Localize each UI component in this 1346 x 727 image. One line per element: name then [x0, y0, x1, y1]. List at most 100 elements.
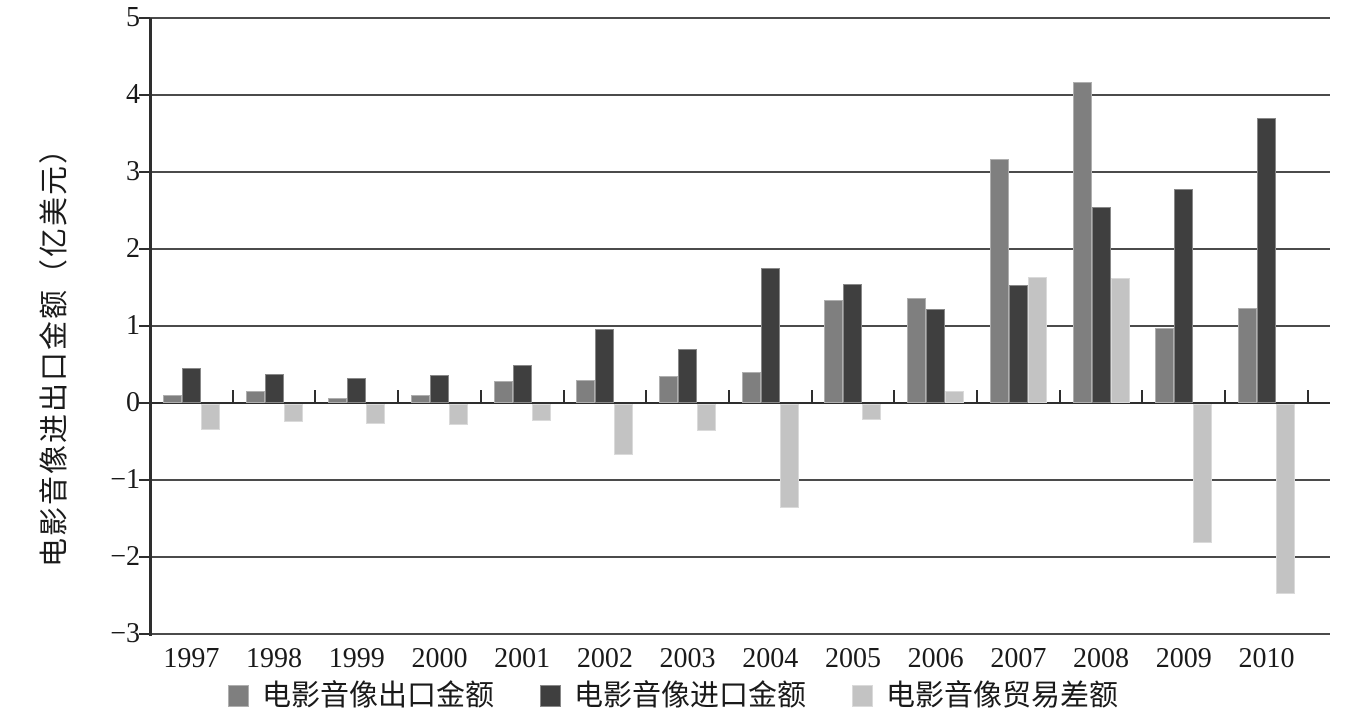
x-axis-tick — [1224, 390, 1227, 404]
zero-gridline — [150, 402, 1330, 404]
legend: 电影音像出口金额 电影音像进口金额 电影音像贸易差额 — [0, 681, 1346, 710]
y-axis-line — [149, 18, 152, 636]
y-tick — [139, 17, 150, 19]
bar-import-2010 — [1256, 118, 1276, 403]
x-tick-label-2002: 2002 — [576, 643, 633, 674]
legend-item-export: 电影音像出口金额 — [227, 678, 494, 712]
bar-import-1998 — [264, 373, 284, 403]
y-tick-label: −2 — [110, 541, 140, 572]
x-tick-label-2006: 2006 — [907, 643, 964, 674]
legend-label-import: 电影音像进口金额 — [573, 678, 806, 712]
y-tick-label: −1 — [110, 464, 140, 495]
y-tick-label: 1 — [126, 310, 140, 341]
bar-balance-2005 — [862, 404, 882, 421]
y-axis-title: 电影音像进出口金额（亿美元） — [37, 132, 71, 568]
y-tick-label: 3 — [126, 156, 140, 187]
y-tick — [139, 248, 150, 250]
x-tick-label-2010: 2010 — [1238, 643, 1295, 674]
gridline — [150, 556, 1330, 558]
bar-import-2003 — [678, 349, 698, 403]
x-axis-tick — [727, 390, 730, 404]
x-axis-tick — [231, 390, 234, 404]
legend-item-balance: 电影音像贸易差额 — [852, 681, 1118, 710]
x-tick-label-1999: 1999 — [328, 643, 385, 674]
x-tick-label-2004: 2004 — [742, 643, 799, 674]
gridline — [150, 633, 1330, 635]
x-axis-tick — [1306, 390, 1309, 404]
x-axis-tick — [1058, 390, 1061, 404]
x-axis-tick — [810, 390, 813, 404]
x-axis-tick — [893, 390, 896, 404]
bar-export-2002 — [576, 379, 596, 403]
bar-export-1997 — [162, 394, 182, 403]
bar-balance-2007 — [1027, 276, 1047, 403]
bar-import-2004 — [760, 268, 780, 403]
y-tick — [139, 633, 150, 635]
legend-swatch-import — [539, 684, 561, 707]
legend-item-import: 电影音像进口金额 — [539, 678, 806, 712]
x-axis-tick — [976, 390, 978, 404]
bar-balance-1997 — [200, 404, 220, 431]
y-tick — [139, 325, 150, 327]
gridline — [150, 171, 1330, 173]
x-tick-label-2008: 2008 — [1073, 643, 1130, 674]
bar-balance-2002 — [614, 404, 634, 455]
legend-label-balance: 电影音像贸易差额 — [886, 678, 1119, 712]
x-tick-label-2000: 2000 — [411, 643, 468, 674]
bar-import-2009 — [1174, 188, 1194, 403]
bar-export-2003 — [659, 376, 679, 403]
y-tick-label: 2 — [126, 233, 140, 264]
bar-export-2005 — [824, 299, 844, 403]
y-tick-label: 4 — [126, 79, 140, 110]
x-axis-tick — [314, 390, 317, 404]
x-axis-tick — [479, 390, 482, 404]
bar-import-2002 — [595, 329, 615, 403]
y-tick — [139, 556, 150, 558]
bar-export-2000 — [410, 395, 430, 403]
bar-balance-1999 — [366, 404, 386, 425]
y-tick-label: 5 — [126, 2, 140, 33]
x-axis-tick — [397, 390, 400, 404]
bar-balance-2004 — [779, 404, 799, 508]
x-axis-tick — [645, 390, 648, 404]
gridline — [150, 94, 1330, 96]
bar-balance-2003 — [697, 404, 717, 431]
bar-balance-2000 — [448, 404, 468, 425]
gridline — [150, 325, 1330, 327]
bar-import-2006 — [926, 309, 946, 403]
x-tick-label-2007: 2007 — [990, 643, 1047, 674]
bar-balance-2006 — [945, 391, 965, 403]
bar-export-1999 — [328, 397, 348, 403]
bar-balance-2008 — [1110, 278, 1130, 403]
bar-balance-1998 — [283, 404, 303, 422]
x-tick-label-1997: 1997 — [163, 643, 220, 674]
bar-import-2007 — [1008, 285, 1028, 403]
gridline — [150, 479, 1330, 481]
bar-export-2009 — [1155, 328, 1175, 403]
x-tick-label-2009: 2009 — [1155, 643, 1212, 674]
bar-balance-2010 — [1275, 404, 1295, 595]
bar-export-2001 — [493, 381, 513, 403]
bar-export-2010 — [1237, 308, 1257, 403]
bar-export-2007 — [989, 158, 1009, 403]
legend-swatch-balance — [852, 684, 873, 707]
bar-import-2008 — [1091, 206, 1111, 403]
y-tick — [139, 479, 150, 481]
y-tick-label: −3 — [110, 618, 140, 649]
y-tick — [139, 94, 150, 96]
x-axis-tick — [562, 390, 565, 404]
legend-label-export: 电影音像出口金额 — [261, 678, 494, 712]
x-tick-label-2005: 2005 — [824, 643, 881, 674]
bar-balance-2009 — [1193, 404, 1213, 544]
gridline — [150, 248, 1330, 250]
x-tick-label-1998: 1998 — [246, 643, 303, 674]
bar-balance-2001 — [531, 404, 551, 421]
y-tick-label: 0 — [126, 387, 140, 418]
legend-swatch-export — [227, 684, 249, 707]
bar-export-2008 — [1072, 81, 1092, 403]
bar-import-1999 — [347, 377, 367, 403]
bar-export-2004 — [741, 372, 761, 403]
gridline — [150, 17, 1330, 19]
bar-import-2000 — [429, 374, 449, 403]
